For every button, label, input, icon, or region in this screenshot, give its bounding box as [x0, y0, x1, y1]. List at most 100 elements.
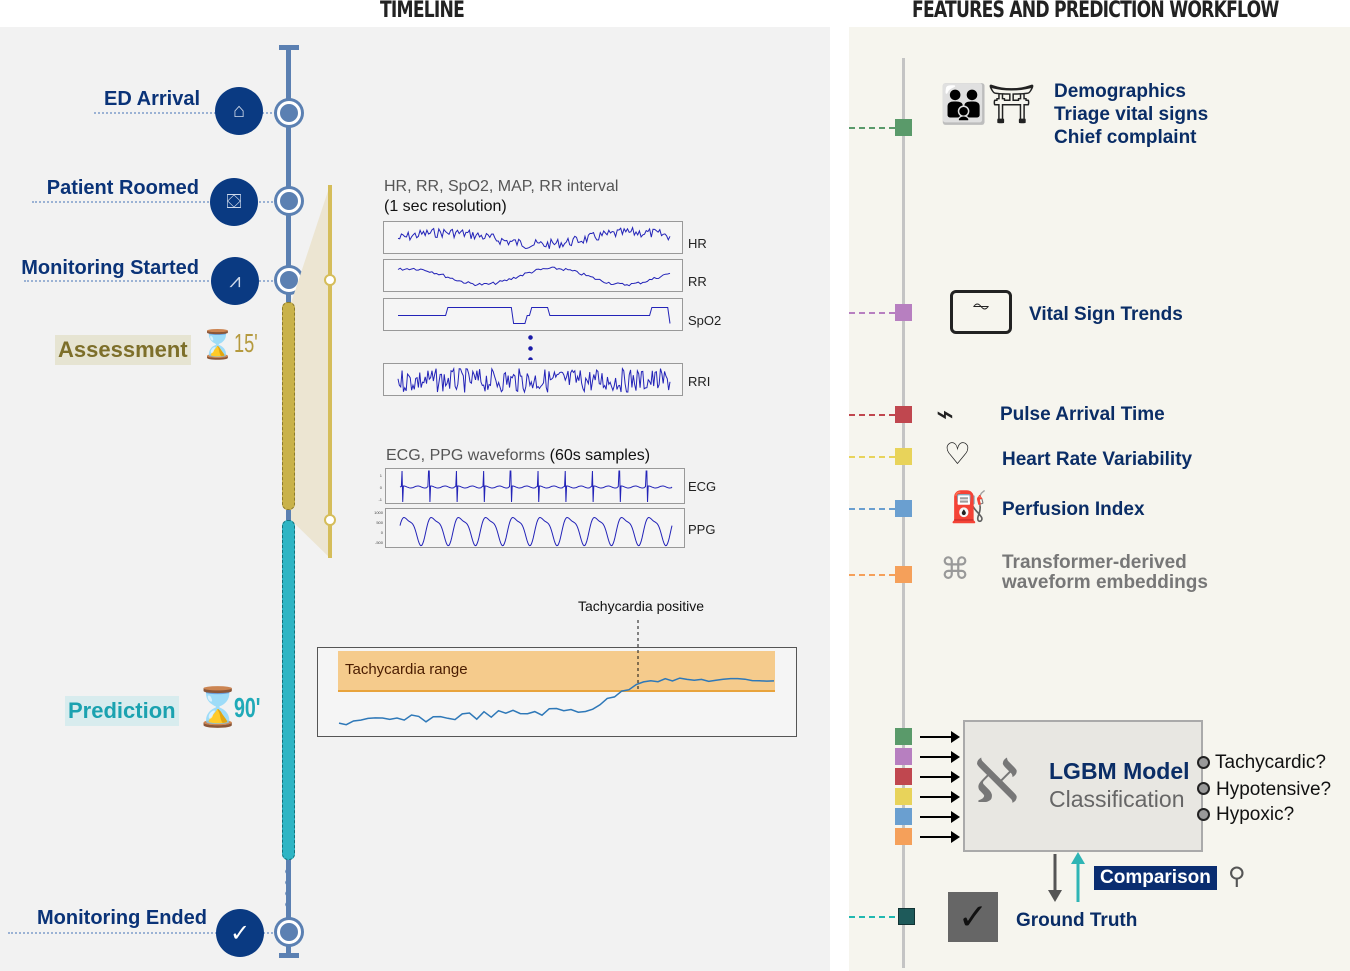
ecg-ticks: 1 0 -1	[370, 470, 382, 506]
feature-line: Chief complaint	[1054, 127, 1197, 148]
ppg-tick: 0	[380, 530, 383, 535]
feature-connector	[849, 508, 895, 510]
event-connector	[8, 932, 284, 934]
timeline-node	[277, 189, 301, 213]
input-arrow	[920, 831, 960, 843]
ground-truth-icon: ✓	[948, 892, 998, 942]
signals-resolution: (1 sec resolution)	[384, 198, 507, 215]
ppg-tick: -500	[374, 540, 383, 545]
feature-demographics: Demographics Triage vital signs Chief co…	[1054, 80, 1208, 149]
event-connector	[32, 201, 284, 203]
prediction-label: Prediction	[65, 696, 179, 726]
monitor-icon: ⩘	[211, 257, 259, 305]
signal-trace	[399, 516, 673, 547]
feature-pat: Pulse Arrival Time	[1000, 404, 1165, 425]
model-input-marker	[895, 828, 912, 845]
assessment-label: Assessment	[55, 335, 191, 365]
rri-label: RRI	[688, 374, 711, 389]
feature-marker	[895, 304, 912, 321]
bed-icon: ⛋	[210, 178, 258, 226]
ppg-tick: 1000	[374, 510, 383, 515]
model-subtitle: Classification	[1049, 786, 1185, 812]
waveform-title-suffix: (60s samples)	[549, 447, 651, 464]
model-input-marker	[895, 768, 912, 785]
ecg-label: ECG	[688, 479, 717, 494]
hourglass-icon: ⌛	[194, 687, 242, 729]
transformer-icon: ⌘	[940, 553, 970, 586]
event-monitoring-started: Monitoring Started	[21, 257, 199, 279]
feature-marker	[895, 406, 912, 423]
hr-label: HR	[688, 236, 707, 251]
event-connector	[24, 280, 284, 282]
timeline-node	[277, 101, 301, 125]
output-port	[1197, 782, 1210, 795]
rr-plot	[383, 259, 683, 292]
workflow-title: FEATURES AND PREDICTION WORKFLOW	[912, 0, 1279, 23]
rri-plot	[383, 363, 683, 396]
output-hypotensive: Hypotensive?	[1216, 779, 1332, 800]
model-icon: ℵ	[974, 748, 1019, 815]
tachycardia-trace	[338, 620, 775, 726]
timeline-cap-bottom	[279, 953, 299, 958]
ecg-tick: -1	[378, 497, 382, 502]
iv-bag-icon: ⛽	[950, 491, 988, 524]
feature-line: Triage vital signs	[1054, 104, 1209, 125]
ground-truth-marker	[898, 908, 915, 925]
output-port	[1197, 756, 1210, 769]
prediction-duration: 90'	[234, 692, 261, 723]
hospital-icon: ⌂	[215, 87, 263, 135]
signal-trace	[397, 366, 671, 394]
input-arrow	[920, 791, 960, 803]
waveform-title: ECG, PPG waveforms (60s samples)	[386, 447, 650, 465]
hr-plot	[383, 221, 683, 254]
heart-icon: ♡	[944, 438, 971, 471]
event-monitoring-ended: Monitoring Ended	[37, 907, 207, 929]
ppg-tick: 500	[376, 520, 383, 525]
input-arrow	[920, 771, 960, 783]
ecg-plot	[385, 468, 685, 504]
model-input-marker	[895, 788, 912, 805]
lgbm-model-box	[963, 720, 1203, 852]
assessment-zoom-wedge	[291, 185, 336, 558]
monitor-icon: ⏦	[950, 290, 1012, 334]
people-bed-icon: 👪⛩	[940, 84, 1036, 126]
rr-label: RR	[688, 274, 707, 289]
feature-line: waveform embeddings	[1002, 572, 1208, 593]
model-input-marker	[895, 748, 912, 765]
tachycardia-range-label: Tachycardia range	[345, 661, 468, 678]
feature-hrv: Heart Rate Variability	[1002, 449, 1193, 470]
check-icon: ✓	[216, 909, 264, 957]
model-input-marker	[895, 728, 912, 745]
timeline-node	[277, 268, 301, 292]
timeline-title: TIMELINE	[380, 0, 465, 23]
ppg-label: PPG	[688, 522, 716, 537]
feature-connector	[849, 127, 895, 129]
comparison-label: Comparison	[1094, 866, 1217, 890]
ellipsis-dots	[528, 332, 533, 360]
ppg-plot	[385, 508, 685, 548]
tachycardia-positive-annotation: Tachycardia positive	[578, 598, 705, 614]
spo2-plot	[383, 298, 683, 331]
feature-marker	[895, 500, 912, 517]
input-arrow	[920, 731, 960, 743]
feature-perfusion: Perfusion Index	[1002, 499, 1145, 520]
magnifier-icon: ⚲	[1228, 863, 1246, 890]
spo2-label: SpO2	[688, 313, 722, 328]
feature-line: Transformer-derived	[1002, 552, 1187, 573]
assessment-bar	[282, 302, 295, 510]
feature-transformer: Transformer-derived waveform embeddings	[1002, 553, 1208, 593]
signal-trace	[398, 307, 671, 324]
assessment-duration: 15'	[234, 328, 258, 358]
feature-line: Demographics	[1054, 81, 1186, 102]
ground-truth-label: Ground Truth	[1016, 910, 1138, 931]
ecg-tick: 1	[379, 473, 382, 478]
event-ed-arrival: ED Arrival	[104, 88, 200, 110]
output-hypoxic: Hypoxic?	[1216, 804, 1295, 825]
feature-connector	[849, 414, 895, 416]
ppg-ticks: 1000 500 0 -500	[368, 508, 383, 548]
feature-marker	[895, 119, 912, 136]
input-arrow	[920, 811, 960, 823]
feature-marker	[895, 448, 912, 465]
signal-trace	[397, 225, 671, 250]
tachycardia-range-band	[338, 651, 775, 692]
